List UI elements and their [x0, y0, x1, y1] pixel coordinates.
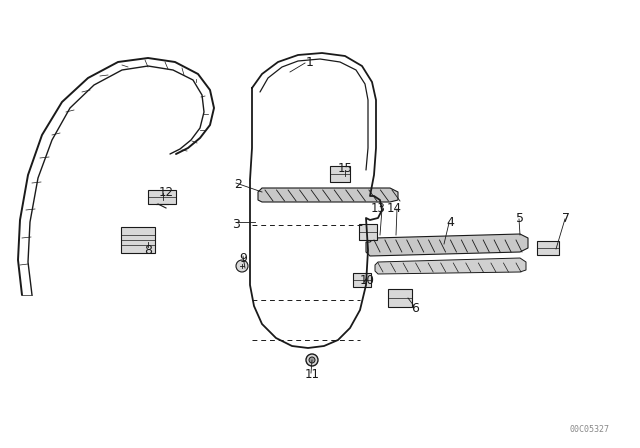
Bar	[388, 289, 412, 307]
Circle shape	[236, 260, 248, 272]
Text: 4: 4	[446, 215, 454, 228]
Text: 9: 9	[239, 251, 247, 264]
Text: 1: 1	[306, 56, 314, 69]
Text: 00C05327: 00C05327	[570, 426, 610, 435]
Polygon shape	[375, 258, 526, 274]
Bar	[121, 227, 155, 253]
Text: 14: 14	[387, 202, 401, 215]
Bar	[148, 190, 176, 204]
Text: 5: 5	[516, 211, 524, 224]
Text: 12: 12	[159, 185, 173, 198]
Text: 8: 8	[144, 244, 152, 257]
Polygon shape	[366, 234, 528, 256]
Text: 11: 11	[305, 369, 319, 382]
Text: 3: 3	[232, 219, 240, 232]
Text: 10: 10	[360, 273, 374, 287]
Text: 7: 7	[562, 211, 570, 224]
Bar	[353, 273, 371, 287]
Bar	[330, 166, 350, 182]
Polygon shape	[258, 188, 398, 202]
Bar	[359, 224, 377, 240]
Text: 2: 2	[234, 178, 242, 191]
Text: 6: 6	[411, 302, 419, 314]
Text: 13: 13	[371, 202, 385, 215]
Circle shape	[309, 357, 315, 363]
Circle shape	[306, 354, 318, 366]
Text: 15: 15	[337, 161, 353, 175]
Bar	[537, 241, 559, 255]
